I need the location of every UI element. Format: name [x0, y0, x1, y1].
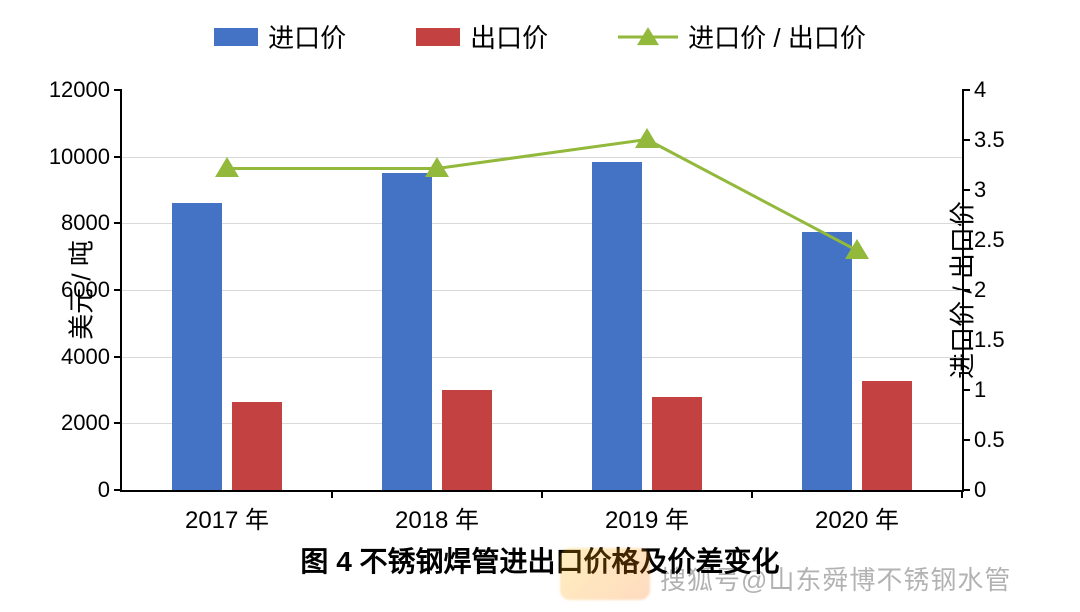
legend-label-ratio: 进口价 / 出口价: [688, 18, 866, 55]
ratio-marker-triangle-icon: [635, 128, 659, 148]
x-tick-label: 2019 年: [605, 500, 689, 535]
y-right-tick-label: 3: [974, 177, 986, 203]
ratio-line-segment: [646, 138, 857, 252]
ratio-marker-triangle-icon: [845, 239, 869, 259]
legend-item-import: 进口价: [214, 18, 346, 55]
y-left-tick-label: 0: [98, 477, 110, 503]
y-left-tick-label: 2000: [61, 410, 110, 436]
legend-item-ratio: 进口价 / 出口价: [618, 18, 866, 55]
legend-label-export: 出口价: [470, 18, 548, 55]
bar-export: [232, 402, 282, 490]
bar-import: [172, 203, 222, 490]
y-right-tick-label: 0.5: [974, 427, 1005, 453]
bar-export: [652, 397, 702, 490]
legend-marker-ratio: [618, 27, 678, 47]
legend-swatch-import: [214, 28, 258, 46]
grid-line: [122, 157, 962, 158]
bar-export: [442, 390, 492, 490]
watermark-text: 搜狐号@山东舜博不锈钢水管: [660, 560, 1011, 597]
y-left-tick-label: 12000: [49, 77, 110, 103]
y-right-tick-label: 3.5: [974, 127, 1005, 153]
y-right-tick-label: 1.5: [974, 327, 1005, 353]
legend: 进口价 出口价 进口价 / 出口价: [0, 18, 1080, 55]
ratio-line-segment: [227, 167, 437, 170]
ratio-marker-triangle-icon: [215, 157, 239, 177]
y-right-tick-label: 1: [974, 377, 986, 403]
bar-export: [862, 381, 912, 490]
y-left-tick-label: 10000: [49, 144, 110, 170]
ratio-marker-triangle-icon: [425, 157, 449, 177]
legend-swatch-export: [416, 28, 460, 46]
x-tick-label: 2020 年: [815, 500, 899, 535]
legend-label-import: 进口价: [268, 18, 346, 55]
plot-area: 02000400060008000100001200000.511.522.53…: [120, 90, 964, 492]
chart-container: 进口价 出口价 进口价 / 出口价 美元 / 吨 进口价 / 出口价 02000…: [0, 0, 1080, 612]
y-left-tick-label: 8000: [61, 210, 110, 236]
y-right-tick-label: 4: [974, 77, 986, 103]
x-tick-label: 2018 年: [395, 500, 479, 535]
bar-import: [592, 162, 642, 490]
x-tick-label: 2017 年: [185, 500, 269, 535]
bar-import: [802, 232, 852, 490]
y-right-tick-label: 2.5: [974, 227, 1005, 253]
y-right-tick-label: 2: [974, 277, 986, 303]
y-right-tick-label: 0: [974, 477, 986, 503]
grid-line: [122, 223, 962, 224]
legend-item-export: 出口价: [416, 18, 548, 55]
bar-import: [382, 173, 432, 490]
y-left-tick-label: 6000: [61, 277, 110, 303]
y-left-tick-label: 4000: [61, 344, 110, 370]
watermark-logo: [560, 548, 650, 600]
